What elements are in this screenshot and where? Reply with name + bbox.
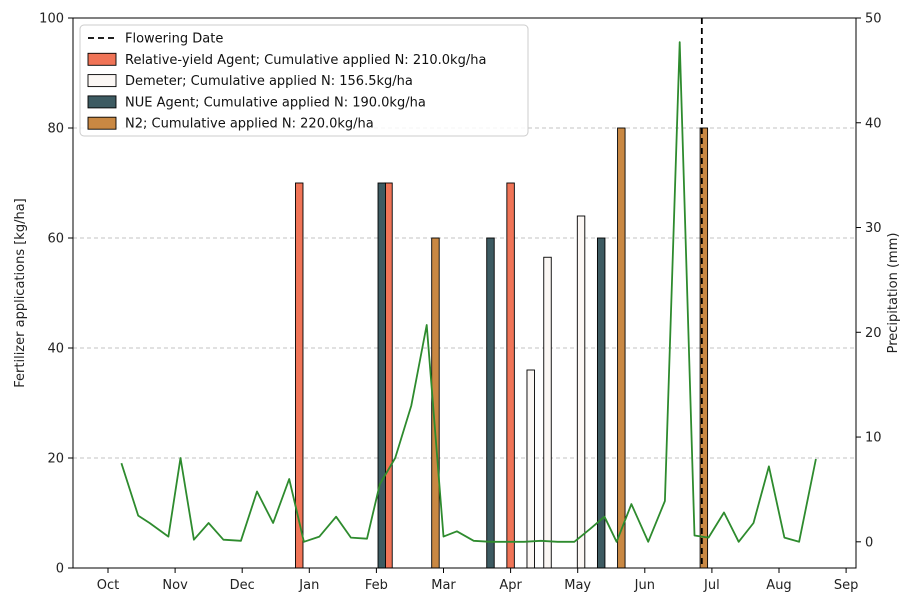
grid-lines [73, 127, 856, 459]
y-tick-label: 40 [47, 342, 64, 357]
fertilizer-bar [526, 369, 535, 569]
x-tick-label: Mar [431, 578, 456, 592]
legend-swatch [87, 116, 117, 130]
legend-swatch [87, 52, 117, 66]
legend-label: Relative-yield Agent; Cumulative applied… [125, 53, 486, 68]
legend: Flowering Date Relative-yield Agent; Cumu… [79, 24, 529, 137]
fertilizer-bar [576, 215, 586, 569]
x-tick-label: Sep [834, 578, 859, 592]
y-right-tick-label: 10 [865, 431, 882, 446]
x-tick-label: May [564, 578, 591, 592]
x-tick-label: Dec [230, 578, 255, 592]
legend-label: Demeter; Cumulative applied N: 156.5kg/h… [125, 74, 413, 89]
fertilizer-bar [506, 182, 515, 569]
precipitation-line [120, 41, 817, 543]
legend-box [79, 24, 529, 137]
legend-swatch [87, 74, 117, 88]
x-tick-label: Apr [499, 578, 522, 592]
x-tick-label: Nov [162, 578, 188, 592]
y-axis-label: Fertilizer applications [kg/ha] [13, 198, 28, 387]
y-right-tick-label: 20 [865, 326, 882, 341]
legend-swatch [87, 95, 117, 109]
y-right-tick-label: 50 [865, 12, 882, 27]
x-tick-label: Jun [634, 578, 655, 592]
x-tick-label: Aug [766, 578, 791, 592]
x-tick-label: Oct [97, 578, 119, 592]
y-right-tick-label: 0 [865, 535, 873, 550]
y-right-axis-label: Precipitation (mm) [886, 233, 901, 354]
legend-label: N2; Cumulative applied N: 220.0kg/ha [125, 117, 374, 132]
y-tick-label: 100 [39, 12, 64, 27]
fertilizer-bar [543, 256, 552, 569]
y-right-tick-label: 40 [865, 116, 882, 131]
plot-frame [72, 17, 857, 569]
legend-label-flowering-date: Flowering Date [125, 32, 223, 47]
axes: 0 20 40 60 80 100 0 10 20 30 40 50 Oct Nov Dec Jan Feb Ma… [13, 12, 901, 592]
y-tick-label: 80 [47, 122, 64, 137]
fertilizer-bar [617, 127, 626, 569]
legend-label: NUE Agent; Cumulative applied N: 190.0kg… [125, 95, 426, 110]
x-tick-label: Jul [703, 578, 720, 592]
fertilizer-bar [486, 237, 495, 569]
y-right-tick-label: 30 [865, 221, 882, 236]
y-tick-label: 20 [47, 452, 64, 467]
y-tick-label: 60 [47, 232, 64, 247]
precipitation-line-group [120, 41, 817, 543]
fertilizer-bar [377, 182, 386, 569]
y-tick-label: 0 [56, 562, 64, 577]
x-tick-label: Jan [298, 578, 319, 592]
x-tick-label: Feb [365, 578, 388, 592]
